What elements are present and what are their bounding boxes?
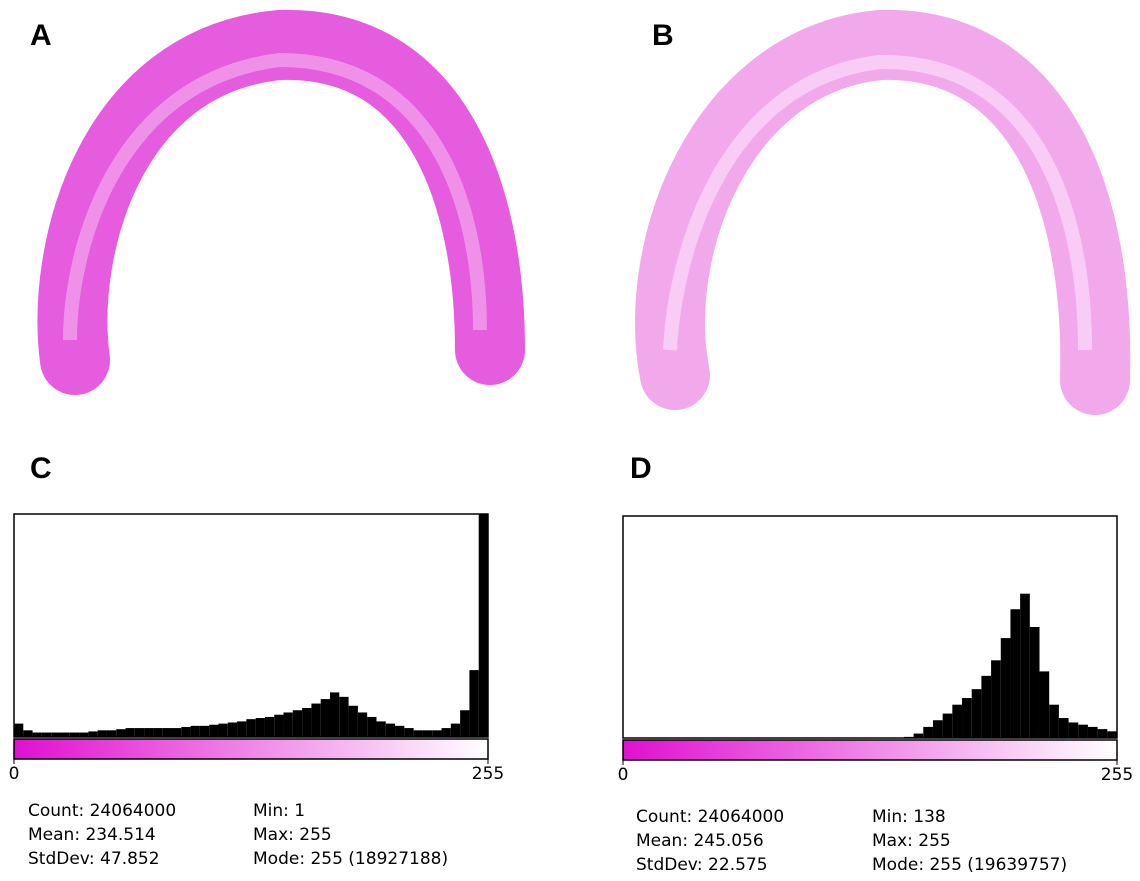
histogram-bar xyxy=(348,705,358,737)
histogram-bar xyxy=(134,728,145,737)
statistic: Mode: 255 (19639757) xyxy=(872,855,1067,875)
color-bar xyxy=(622,739,1118,761)
histogram-bar xyxy=(1087,726,1098,738)
histogram-bar xyxy=(404,728,414,737)
histogram-bar xyxy=(162,728,172,737)
histogram-bar xyxy=(97,730,107,737)
color-bar xyxy=(13,738,489,760)
x-tick-label: 0 xyxy=(618,765,629,785)
histogram-bar xyxy=(330,692,340,737)
statistic: StdDev: 47.852 xyxy=(28,849,160,869)
histogram-bar xyxy=(69,732,80,737)
tissue-b xyxy=(635,9,1131,415)
histogram-bar xyxy=(23,730,33,737)
histogram-bar xyxy=(88,731,98,737)
histogram-bar xyxy=(441,728,451,737)
histogram-bar xyxy=(1010,609,1021,738)
histogram-bar xyxy=(209,724,219,737)
histogram-bar xyxy=(1000,638,1011,738)
histogram-bar xyxy=(385,723,396,737)
histogram-bar xyxy=(1058,718,1069,738)
histogram-bar xyxy=(190,725,200,737)
histogram-bar xyxy=(116,729,126,737)
histogram-bar xyxy=(1068,722,1079,738)
histogram-bar xyxy=(106,730,117,737)
histogram-bar xyxy=(292,710,303,737)
histogram-bar xyxy=(79,732,89,737)
histogram-bar xyxy=(283,712,293,737)
histogram-bar xyxy=(923,726,933,738)
histogram-bar xyxy=(60,732,70,737)
histogram-bar xyxy=(14,723,24,737)
histogram-bar xyxy=(264,716,275,737)
statistic: Max: 255 xyxy=(253,825,332,845)
histogram-bar xyxy=(144,728,154,737)
histogram-bar xyxy=(218,723,228,737)
histogram-bar xyxy=(237,721,247,737)
statistic: Mean: 234.514 xyxy=(28,825,156,845)
x-tick-label: 0 xyxy=(9,764,20,784)
histogram-bar xyxy=(1039,671,1050,738)
histogram-bar xyxy=(311,703,321,737)
histogram-bar xyxy=(172,728,182,737)
histogram-bar xyxy=(952,704,963,738)
histogram-bar xyxy=(41,732,52,737)
histogram-bar xyxy=(422,730,433,737)
histogram-bar xyxy=(153,728,163,737)
histogram-bar xyxy=(913,733,924,738)
histogram-bar xyxy=(1029,627,1040,738)
histogram-bar xyxy=(981,675,992,738)
statistic: Max: 255 xyxy=(872,831,951,851)
histogram-bar xyxy=(395,725,405,737)
histogram-bar xyxy=(903,736,914,738)
statistic: StdDev: 22.575 xyxy=(636,855,768,875)
x-tick-label: 255 xyxy=(1101,765,1133,785)
histogram-bar xyxy=(320,699,330,737)
histogram-bar xyxy=(227,722,238,737)
histogram-bar xyxy=(413,730,423,737)
histogram-bar xyxy=(1107,731,1117,738)
panel-label: A xyxy=(30,19,52,52)
histogram-bar xyxy=(302,708,312,737)
histogram-bar xyxy=(199,725,210,737)
histogram-bar xyxy=(962,698,972,738)
histogram-bar xyxy=(1020,593,1030,738)
histogram-bar xyxy=(478,514,488,737)
histogram-bar xyxy=(469,670,479,737)
statistic: Min: 138 xyxy=(872,807,946,827)
histogram-bar xyxy=(181,726,191,737)
histogram-bar xyxy=(1049,704,1059,738)
panel-label: B xyxy=(652,19,674,52)
plot-frame xyxy=(13,513,489,738)
panel-label: D xyxy=(630,452,652,485)
histogram-bar xyxy=(367,716,377,737)
histogram-bar xyxy=(32,732,42,737)
histogram-bar xyxy=(942,713,953,738)
histogram-bar xyxy=(255,718,265,737)
tissue-a xyxy=(37,9,525,395)
histogram-bar xyxy=(125,728,135,737)
histogram-bar xyxy=(991,660,1001,738)
histogram-bar xyxy=(460,710,470,737)
histogram-bar xyxy=(971,689,982,738)
histogram-bar xyxy=(339,696,349,737)
histogram-bar xyxy=(274,714,284,737)
histogram-bar xyxy=(432,730,442,737)
statistic: Mode: 255 (18927188) xyxy=(253,849,448,869)
histogram-bar xyxy=(450,723,461,737)
histogram-bar xyxy=(376,721,386,737)
histogram-bar xyxy=(246,719,256,737)
histogram-bar xyxy=(932,720,943,738)
panel-label: C xyxy=(30,452,52,485)
statistic: Count: 24064000 xyxy=(636,807,784,827)
histogram-bar xyxy=(1078,724,1088,738)
statistic: Min: 1 xyxy=(253,801,305,821)
histogram-bar xyxy=(51,732,61,737)
x-tick-label: 255 xyxy=(472,764,504,784)
histogram-bar xyxy=(357,712,368,737)
histogram-bar xyxy=(1097,729,1108,738)
statistic: Mean: 245.056 xyxy=(636,831,764,851)
statistic: Count: 24064000 xyxy=(28,801,176,821)
